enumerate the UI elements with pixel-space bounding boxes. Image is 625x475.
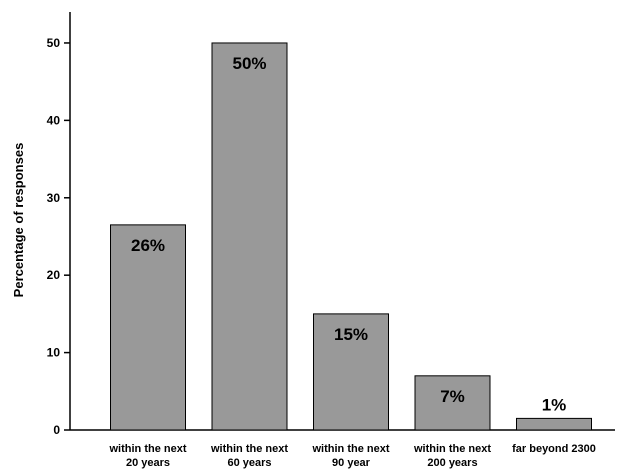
data-label: 50% xyxy=(232,54,266,73)
bar xyxy=(110,224,186,431)
category-label: within the next xyxy=(210,443,288,455)
bar xyxy=(516,417,592,431)
data-label: 26% xyxy=(131,236,165,255)
y-tick-label: 10 xyxy=(47,346,61,360)
y-tick-label: 30 xyxy=(47,191,61,205)
y-tick-label: 40 xyxy=(47,113,61,127)
bar xyxy=(313,313,389,431)
data-label: 1% xyxy=(542,395,567,414)
category-label: 90 year xyxy=(332,457,371,469)
data-label: 15% xyxy=(334,325,368,344)
category-label: within the next xyxy=(413,443,491,455)
bar xyxy=(211,42,288,431)
category-label: far beyond 2300 xyxy=(512,443,596,455)
data-label: 7% xyxy=(440,387,465,406)
category-label: 60 years xyxy=(227,457,271,469)
category-label: 200 years xyxy=(427,457,477,469)
y-tick-label: 50 xyxy=(47,36,61,50)
plot-area: 0 10 20 30 40 50 26% within the next 20 years 50%… xyxy=(47,12,615,469)
y-tick-label: 0 xyxy=(53,423,60,437)
category-label: within the next xyxy=(312,443,390,455)
category-label: 20 years xyxy=(126,457,170,469)
y-axis-title: Percentage of responses xyxy=(11,143,26,298)
bar xyxy=(414,375,491,431)
y-tick-label: 20 xyxy=(47,268,61,282)
category-label: within the next xyxy=(109,443,187,455)
